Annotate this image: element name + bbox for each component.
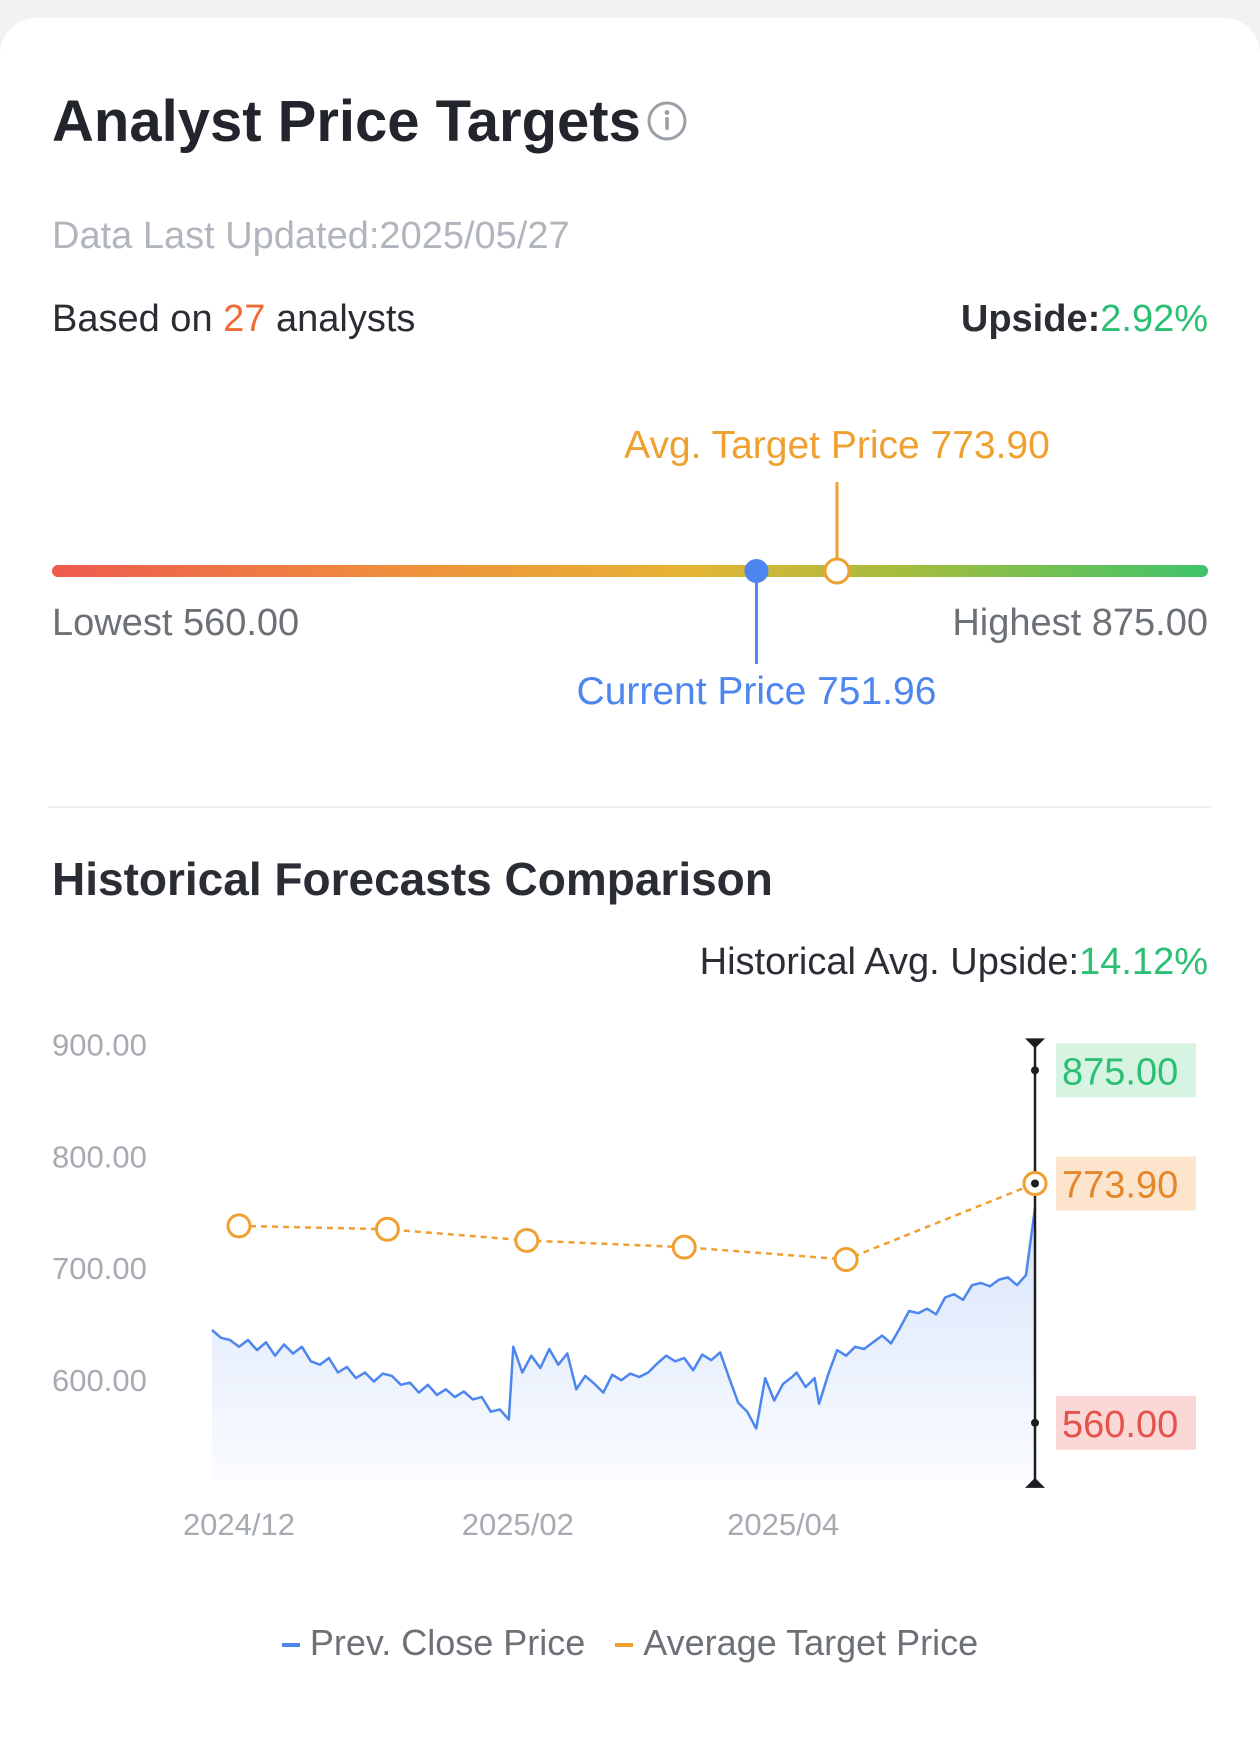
based-on-prefix: Based on: [52, 298, 213, 340]
range-gradient-track: [52, 565, 1208, 577]
avg-target-line: [238, 1182, 1036, 1261]
range-marker-badge: [1056, 1043, 1196, 1098]
legend-label-avg-target: Average Target Price: [643, 1622, 979, 1663]
avg-target-point[interactable]: [374, 1216, 400, 1242]
prev-close-line: [211, 1207, 1037, 1430]
range-marker-badge: [1056, 1395, 1196, 1450]
legend-item-avg-target[interactable]: Average Target Price: [615, 1622, 978, 1664]
highest-price-label: Highest 875.00: [952, 602, 1208, 644]
prev-close-area: [212, 1208, 1035, 1479]
upside-value: 2.92%: [1100, 298, 1208, 340]
price-range-bar: [52, 482, 1208, 664]
info-icon[interactable]: [646, 100, 688, 142]
avg-target-point[interactable]: [833, 1246, 859, 1272]
legend-swatch-prev-close: [281, 1643, 300, 1648]
y-tick-label: 800.00: [52, 1139, 147, 1174]
crosshair-point: [1031, 1066, 1039, 1075]
avg-target-marker: [823, 557, 851, 585]
upside-label: Upside:: [960, 298, 1101, 340]
y-tick-label: 600.00: [52, 1363, 147, 1398]
section-divider: [48, 806, 1212, 808]
y-tick-label: 700.00: [52, 1251, 147, 1286]
page-title: Analyst Price Targets: [52, 89, 641, 154]
lowest-price-label: Lowest 560.00: [52, 602, 300, 644]
avg-target-point[interactable]: [671, 1234, 697, 1260]
range-marker-label: 773.90: [1062, 1164, 1178, 1206]
avg-target-point[interactable]: [514, 1227, 540, 1253]
y-tick-label: 900.00: [52, 1027, 147, 1062]
avg-target-label: Avg. Target Price 773.90: [624, 424, 1050, 467]
x-tick-label: 2024/12: [183, 1507, 295, 1542]
range-marker-label: 875.00: [1062, 1051, 1178, 1093]
historical-upside-value: 14.12%: [1079, 941, 1208, 983]
legend-item-prev-close[interactable]: Prev. Close Price: [281, 1622, 586, 1664]
historical-forecast-chart[interactable]: 900.00 800.00 700.00 600.00 2024/12 2025/02 20…: [0, 1020, 1260, 1560]
historical-upside: Historical Avg. Upside:14.12%: [700, 941, 1208, 984]
x-tick-label: 2025/04: [727, 1507, 839, 1542]
based-on-suffix: analysts: [275, 298, 416, 340]
range-marker-badge: [1056, 1156, 1196, 1211]
crosshair-point: [1031, 1179, 1039, 1188]
crosshair-bottom-cap: [1025, 1477, 1045, 1488]
current-price-marker: [744, 559, 769, 583]
range-marker-label: 560.00: [1062, 1404, 1178, 1446]
legend-swatch-avg-target: [615, 1643, 634, 1648]
x-tick-label: 2025/02: [462, 1507, 574, 1542]
upside-summary: Upside:2.92%: [961, 298, 1208, 341]
analyst-count: 27: [223, 298, 266, 340]
historical-section-title: Historical Forecasts Comparison: [52, 853, 773, 905]
chart-legend: Prev. Close Price Average Target Price: [0, 1622, 1260, 1664]
current-price-label: Current Price 751.96: [576, 670, 937, 713]
historical-upside-label: Historical Avg. Upside:: [699, 941, 1080, 983]
legend-label-prev-close: Prev. Close Price: [309, 1622, 586, 1663]
last-updated-text: Data Last Updated:2025/05/27: [52, 215, 570, 257]
crosshair-top-cap: [1025, 1038, 1045, 1049]
analyst-count-text: Based on 27 analysts: [52, 298, 415, 341]
avg-target-point[interactable]: [226, 1213, 252, 1239]
crosshair-point: [1031, 1418, 1039, 1427]
